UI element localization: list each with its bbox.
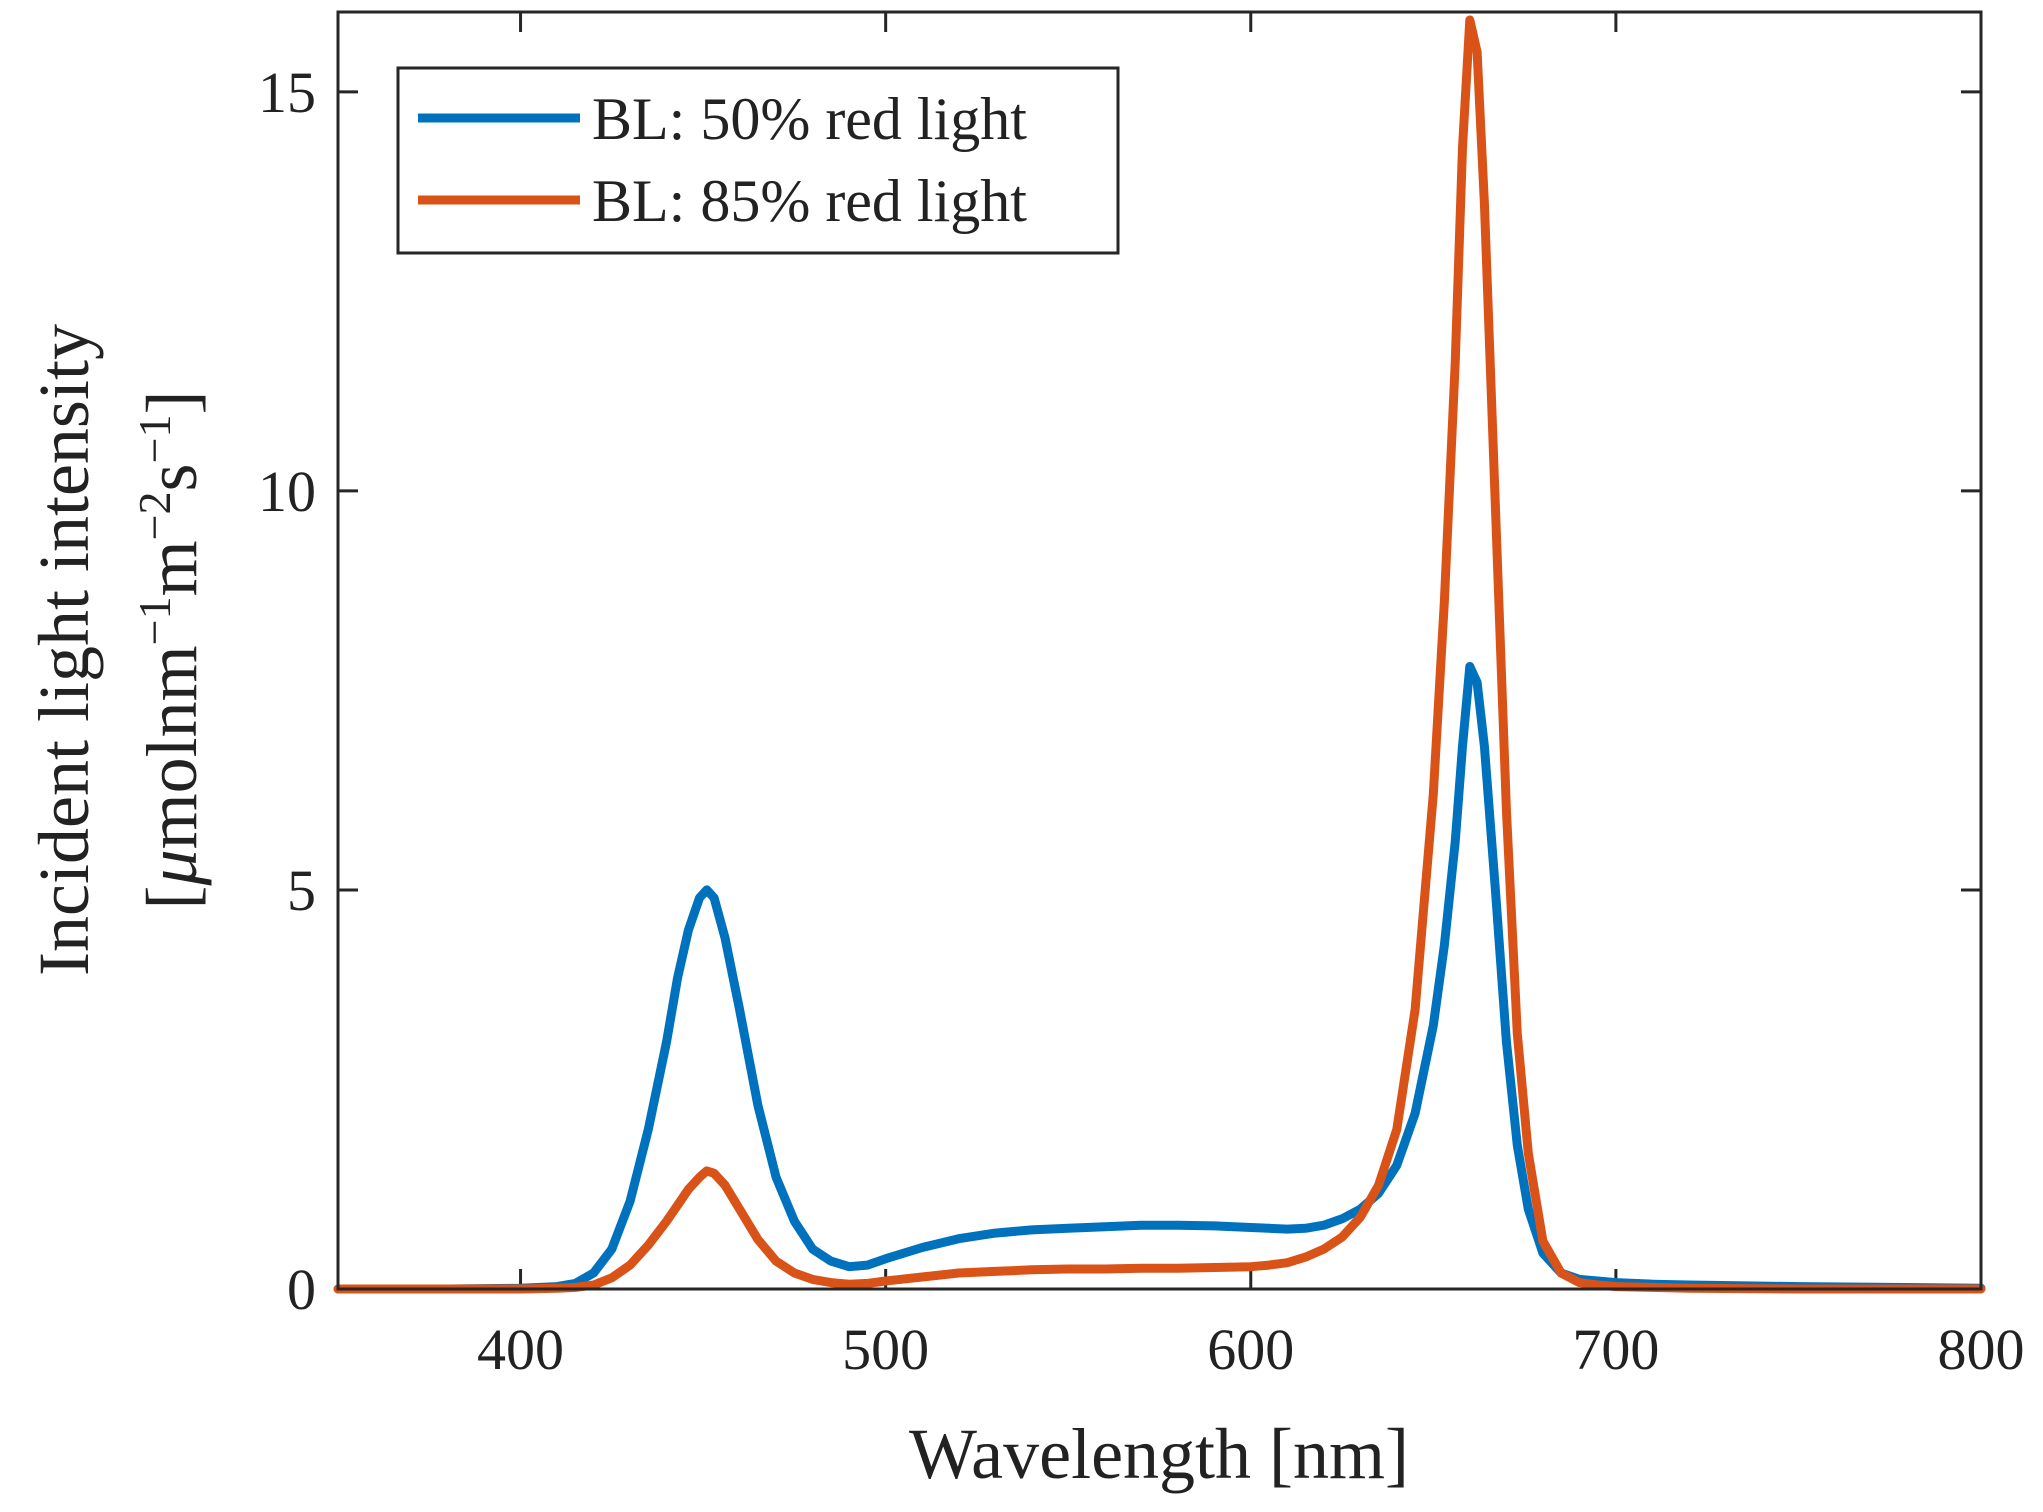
units-sup-2: −2 bbox=[129, 491, 180, 540]
plot-frame bbox=[336, 10, 1983, 1291]
units-sup-3: −1 bbox=[129, 414, 180, 463]
x-tick-label-700: 700 bbox=[1572, 1317, 1659, 1382]
units-close-bracket: ] bbox=[132, 390, 212, 414]
series-layer bbox=[333, 15, 1986, 1294]
units-mu: μ bbox=[132, 849, 212, 886]
x-tick-label-500: 500 bbox=[842, 1317, 929, 1382]
units-molnm: molnm bbox=[132, 645, 212, 849]
x-tick-label-400: 400 bbox=[477, 1317, 564, 1382]
x-tick-label-600: 600 bbox=[1207, 1317, 1294, 1382]
units-open-bracket: [ bbox=[132, 886, 212, 910]
y-tick-label-15: 15 bbox=[258, 60, 316, 125]
y-tick-label-0: 0 bbox=[287, 1257, 316, 1322]
x-tick-label-800: 800 bbox=[1938, 1317, 2025, 1382]
units-m: m bbox=[132, 540, 212, 596]
legend: BL: 50% red light BL: 85% red light bbox=[396, 66, 1120, 255]
y-tick-label-10: 10 bbox=[258, 459, 316, 524]
units-s: s bbox=[132, 463, 212, 491]
y-axis-label-line1: Incident light intensity bbox=[24, 324, 104, 976]
y-tick-labels: 0 5 10 15 bbox=[258, 60, 316, 1322]
series-line-0 bbox=[333, 662, 1986, 1294]
legend-label-85-percent: BL: 85% red light bbox=[592, 168, 1027, 234]
y-tick-label-5: 5 bbox=[287, 858, 316, 923]
legend-box bbox=[396, 66, 1120, 255]
x-axis-label: Wavelength [nm] bbox=[909, 1414, 1409, 1494]
y-axis-units: [μmolnm−1m−2s−1] bbox=[129, 390, 212, 909]
units-sup-1: −1 bbox=[129, 596, 180, 645]
series-line-1 bbox=[333, 15, 1986, 1294]
y-axis-label-units: [μmolnm−1m−2s−1] bbox=[129, 390, 212, 909]
y-axis-label: Incident light intensity bbox=[24, 324, 104, 976]
legend-label-50-percent: BL: 50% red light bbox=[592, 86, 1027, 152]
x-tick-labels: 400 500 600 700 800 bbox=[477, 1317, 2024, 1382]
